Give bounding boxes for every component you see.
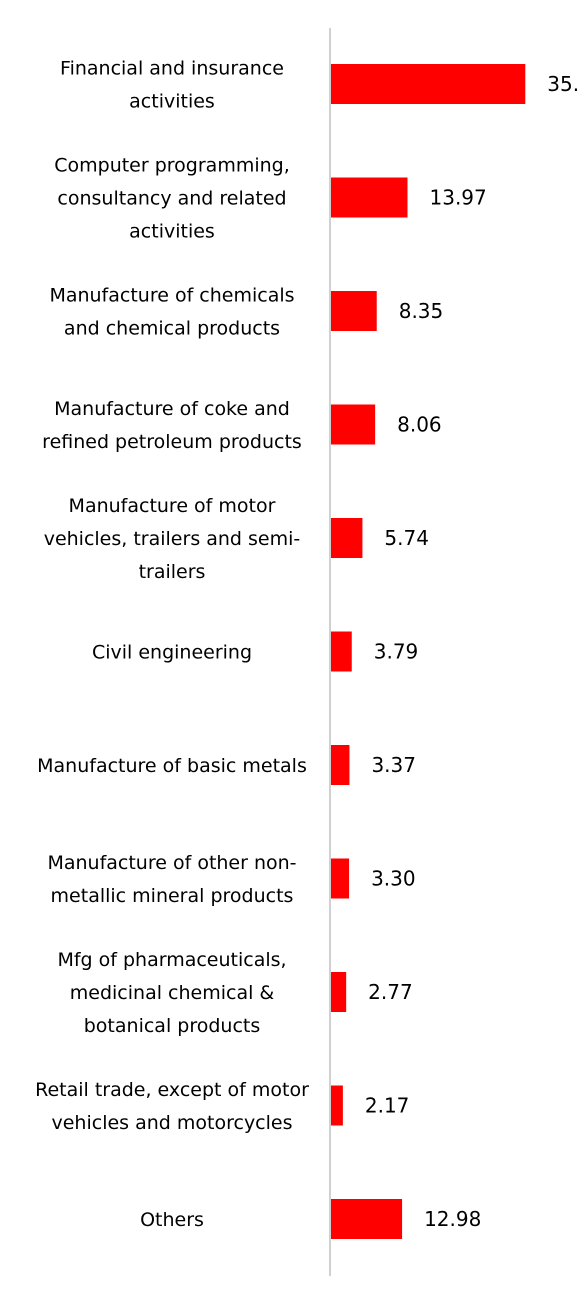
- value-label-5: 3.79: [374, 640, 419, 664]
- value-label-0: 35.48: [547, 72, 580, 96]
- category-label-3-line-1: refined petroleum products: [42, 431, 302, 453]
- category-label-1-line-2: activities: [129, 221, 215, 243]
- bar-10: [331, 1199, 403, 1239]
- category-label-4-line-0: Manufacture of motor: [69, 495, 276, 517]
- category-label-1: Computer programming, consultancy and rel…: [54, 155, 290, 243]
- bar-3: [331, 404, 376, 445]
- bar-7: [331, 858, 350, 899]
- category-label-4-line-1: vehicles, trailers and semi-: [44, 528, 301, 550]
- category-label-2-line-0: Manufacture of chemicals: [49, 285, 294, 307]
- category-label-1-line-1: consultancy and related: [57, 188, 286, 210]
- category-label-8-line-0: Mfg of pharmaceuticals,: [57, 949, 286, 971]
- bar-1: [331, 177, 408, 218]
- category-label-0-line-1: activities: [129, 91, 215, 113]
- category-label-8: Mfg of pharmaceuticals, medicinal chemica…: [57, 949, 286, 1037]
- category-label-8-line-1: medicinal chemical &: [70, 982, 275, 1004]
- value-label-6: 3.37: [371, 753, 416, 777]
- bar-4: [331, 518, 363, 558]
- category-label-5: Civil engineering: [92, 642, 252, 664]
- category-label-6-line-0: Manufacture of basic metals: [37, 755, 307, 777]
- bar-0: [331, 64, 526, 104]
- category-label-6: Manufacture of basic metals: [37, 755, 307, 777]
- value-label-8: 2.77: [368, 980, 413, 1004]
- category-label-9-line-1: vehicles and motorcycles: [52, 1112, 293, 1134]
- category-label-9-line-0: Retail trade, except of motor: [35, 1079, 309, 1101]
- category-label-8-line-2: botanical products: [84, 1015, 260, 1037]
- value-label-2: 8.35: [399, 299, 444, 323]
- bar-8: [331, 972, 347, 1012]
- bar-6: [331, 745, 350, 785]
- value-label-4: 5.74: [384, 526, 429, 550]
- category-labels-group: Financial and insurance activitiesCompute…: [35, 58, 309, 1232]
- value-label-10: 12.98: [424, 1207, 481, 1231]
- category-label-3-line-0: Manufacture of coke and: [54, 398, 290, 420]
- category-label-0-line-0: Financial and insurance: [60, 58, 284, 80]
- category-label-7-line-0: Manufacture of other non-: [47, 852, 296, 874]
- category-label-10: Others: [140, 1209, 204, 1231]
- category-label-2-line-1: and chemical products: [64, 318, 280, 340]
- bar-2: [331, 291, 377, 331]
- value-label-1: 13.97: [430, 186, 487, 210]
- bars-group: [331, 64, 526, 1239]
- category-label-1-line-0: Computer programming,: [54, 155, 290, 177]
- value-label-7: 3.30: [371, 867, 416, 891]
- category-label-4-line-2: trailers: [139, 561, 206, 583]
- value-label-3: 8.06: [397, 413, 442, 437]
- category-label-7-line-1: metallic mineral products: [51, 885, 294, 907]
- category-label-7: Manufacture of other non-metallic minera…: [47, 852, 296, 907]
- category-label-2: Manufacture of chemicals and chemical pro…: [49, 285, 294, 340]
- category-label-3: Manufacture of coke and refined petroleum…: [42, 398, 302, 453]
- bar-9: [331, 1085, 343, 1126]
- value-label-9: 2.17: [365, 1094, 410, 1118]
- category-label-9: Retail trade, except of motor vehicles an…: [35, 1079, 309, 1134]
- category-label-10-line-0: Others: [140, 1209, 204, 1231]
- bar-5: [331, 631, 352, 672]
- category-label-5-line-0: Civil engineering: [92, 642, 252, 664]
- value-labels-group: 35.48 13.97 8.35 8.06 5.74 3.79 3.37 3.30 2.77 2.…: [365, 72, 580, 1231]
- category-label-0: Financial and insurance activities: [60, 58, 284, 113]
- category-label-4: Manufacture of motor vehicles, trailers a…: [44, 495, 301, 583]
